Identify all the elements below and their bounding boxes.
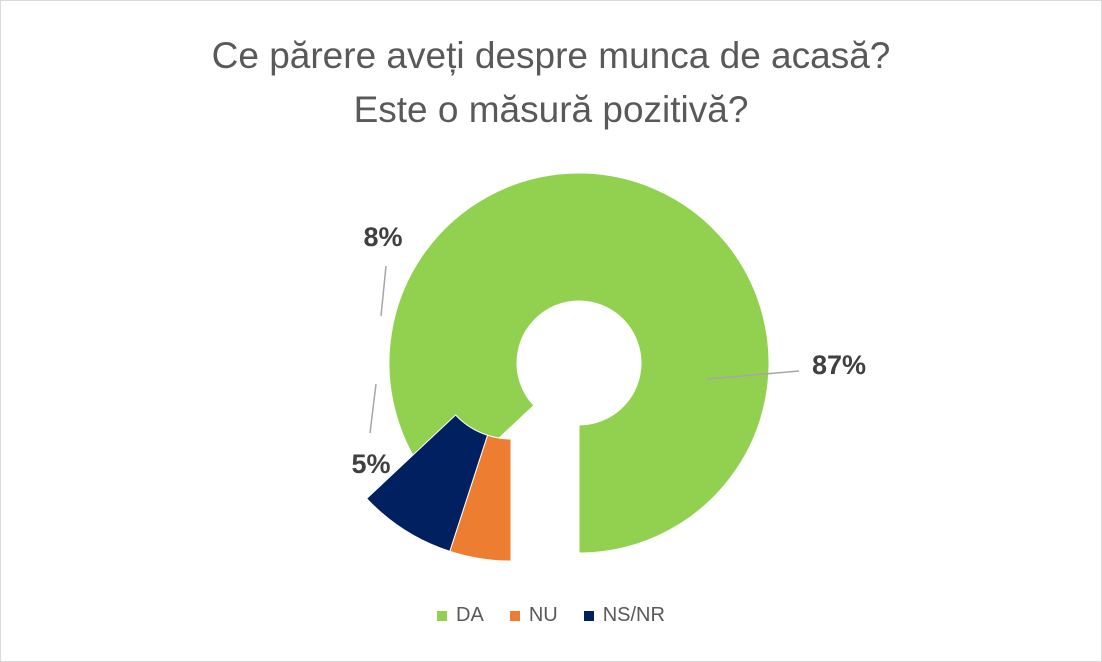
chart-title-line-1: Ce părere aveți despre munca de acasă? (211, 35, 891, 76)
chart-title: Ce părere aveți despre munca de acasă? E… (1, 29, 1101, 137)
legend-swatch-da (437, 610, 448, 621)
data-label-nsnr: 8% (363, 222, 402, 252)
data-label-da: 87% (812, 350, 866, 380)
slice-da (388, 172, 770, 554)
chart-title-line-2: Este o măsură pozitivă? (353, 89, 749, 130)
legend-label-nu: NU (528, 604, 558, 626)
chart-legend: DA NU NS/NR (1, 604, 1101, 627)
leader-line-da (706, 370, 800, 380)
legend-item-da: DA (437, 604, 484, 627)
legend-label-nsnr: NS/NR (602, 604, 665, 626)
legend-swatch-nsnr (583, 610, 594, 621)
data-label-nu: 5% (351, 449, 390, 479)
slice-nsnr (365, 414, 489, 552)
legend-item-nsnr: NS/NR (583, 604, 665, 627)
leader-line-nsnr (380, 265, 387, 317)
legend-swatch-nu (509, 610, 520, 621)
leader-line-nu (369, 383, 377, 434)
legend-item-nu: NU (509, 604, 558, 627)
legend-label-da: DA (456, 604, 484, 626)
